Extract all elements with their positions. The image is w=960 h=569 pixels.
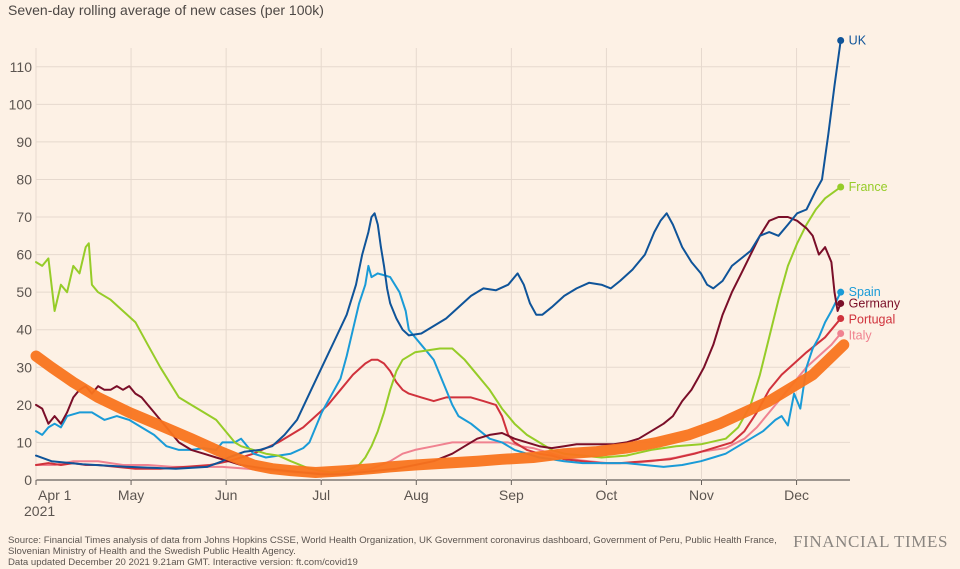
brand-logo: FINANCIAL TIMES (793, 532, 948, 551)
y-gridlines (36, 66, 850, 481)
series-line-uk (35, 39, 842, 470)
x-axis-labels: Apr 1 May Jun Jul Aug Sep Oct Nov Dec 2021 (24, 487, 809, 519)
x-tick-label: Aug (404, 487, 429, 503)
series-label-italy: Italy (849, 328, 873, 342)
y-axis-labels: 0 10 20 30 40 50 60 70 80 90 100 110 (9, 59, 33, 488)
source-line-3: Data updated December 20 2021 9.21am GMT… (8, 557, 358, 568)
series-label-germany: Germany (849, 296, 901, 310)
y-tick-label: 80 (16, 171, 32, 187)
end-dot-uk (837, 36, 845, 44)
y-tick-label: 100 (9, 96, 33, 112)
annotation-trend-stroke (30, 339, 850, 478)
x-year-label: 2021 (24, 503, 55, 519)
end-dot-germany (837, 299, 845, 307)
series-line-france (35, 186, 842, 474)
x-tick-label: May (118, 487, 144, 503)
x-tick-label: Jul (312, 487, 330, 503)
y-tick-label: 60 (16, 247, 32, 263)
series-label-france: France (849, 180, 888, 194)
y-tick-label: 30 (16, 359, 32, 375)
y-tick-label: 70 (16, 209, 32, 225)
series-line-spain (35, 264, 842, 468)
end-dot-france (837, 183, 845, 191)
x-tick-label: Nov (689, 487, 714, 503)
y-tick-label: 10 (16, 434, 32, 450)
series-label-uk: UK (849, 33, 867, 47)
end-dot-portugal (837, 314, 845, 322)
y-tick-label: 40 (16, 322, 32, 338)
y-tick-label: 0 (24, 472, 32, 488)
chart-title: Seven-day rolling average of new cases (… (8, 2, 324, 18)
series-label-spain: Spain (849, 285, 881, 299)
end-dot-spain (837, 288, 845, 296)
x-tick-label: Sep (499, 487, 524, 503)
x-tick-label: Oct (596, 487, 618, 503)
annotation-layer (30, 339, 850, 478)
y-tick-label: 110 (10, 59, 33, 75)
source-line-2: Slovenian Ministry of Health and the Swe… (8, 546, 296, 557)
y-tick-label: 50 (16, 284, 32, 300)
source-note: Source: Financial Times analysis of data… (8, 535, 788, 568)
y-tick-label: 90 (16, 134, 32, 150)
y-tick-label: 20 (16, 397, 32, 413)
x-tick-label: Apr 1 (38, 487, 72, 503)
series-lines (35, 39, 842, 476)
source-line-1: Source: Financial Times analysis of data… (8, 535, 777, 546)
end-dot-italy (837, 329, 845, 337)
series-line-germany (35, 216, 842, 476)
series-label-portugal: Portugal (849, 313, 896, 327)
series-line-italy (35, 332, 842, 474)
x-tick-label: Dec (784, 487, 809, 503)
x-tick-label: Jun (215, 487, 238, 503)
